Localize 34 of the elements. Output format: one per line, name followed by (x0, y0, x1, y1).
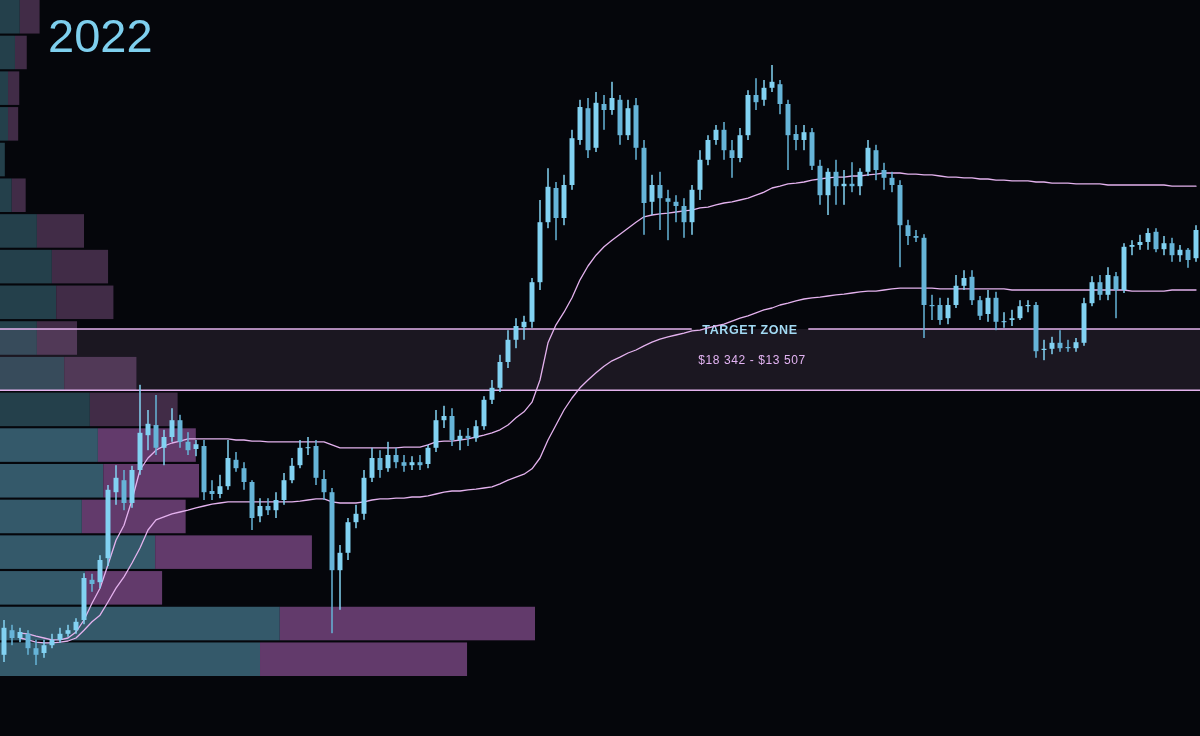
bar (0, 642, 261, 676)
bar (36, 321, 78, 355)
bar (8, 71, 20, 105)
bar (36, 214, 84, 248)
bar (0, 428, 98, 462)
bar (0, 321, 37, 355)
bar (51, 249, 109, 284)
ref-line-label: TARGET ZONE (702, 322, 798, 337)
bar (56, 285, 114, 320)
bar (279, 606, 535, 641)
bar (11, 178, 26, 213)
bar (0, 178, 12, 213)
bar (0, 0, 20, 34)
bar (0, 499, 82, 534)
bar (0, 463, 104, 498)
bar (0, 606, 280, 641)
bar (155, 535, 312, 569)
bar (0, 214, 37, 248)
bar (0, 392, 90, 427)
bar (8, 107, 19, 141)
bar (14, 35, 27, 70)
band-label: $18 342 - $13 507 (698, 352, 806, 367)
bar (0, 107, 9, 141)
bar (19, 0, 40, 34)
bar (0, 249, 52, 284)
bar (0, 356, 65, 391)
bar (0, 142, 5, 177)
bar (64, 356, 137, 391)
bar (0, 35, 15, 70)
bar (0, 71, 9, 105)
bar (0, 285, 57, 320)
chart-title: 2022 (48, 9, 153, 62)
bar (89, 392, 178, 427)
bar (260, 642, 468, 676)
